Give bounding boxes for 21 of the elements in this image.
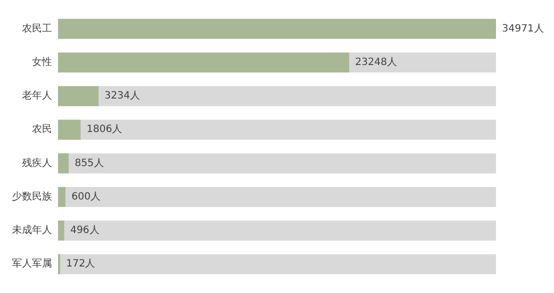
bar: [58, 186, 66, 207]
y-tick-label: 女性: [32, 56, 52, 68]
data-label: 1806人: [86, 124, 122, 136]
data-label: 172人: [66, 258, 96, 270]
y-tick-label: 残疾人: [22, 156, 52, 169]
y-tick-label: 农民: [32, 124, 52, 136]
y-tick-label: 农民工: [22, 23, 52, 34]
y-tick-label: 老年人: [22, 90, 52, 102]
bar: [58, 86, 99, 106]
bar: [58, 220, 64, 241]
y-tick-label: 少数民族: [12, 190, 52, 202]
bar: [58, 120, 81, 140]
bar: [58, 153, 69, 174]
data-label: 3234人: [104, 90, 140, 102]
data-label: 34971人: [502, 23, 544, 34]
y-tick-label: 军人军属: [12, 258, 52, 270]
data-label: 496人: [70, 225, 100, 236]
data-label: 23248人: [355, 56, 397, 68]
data-label: 600人: [72, 191, 101, 202]
y-tick-label: 未成年人: [12, 224, 52, 236]
data-label: 855人: [74, 158, 104, 169]
